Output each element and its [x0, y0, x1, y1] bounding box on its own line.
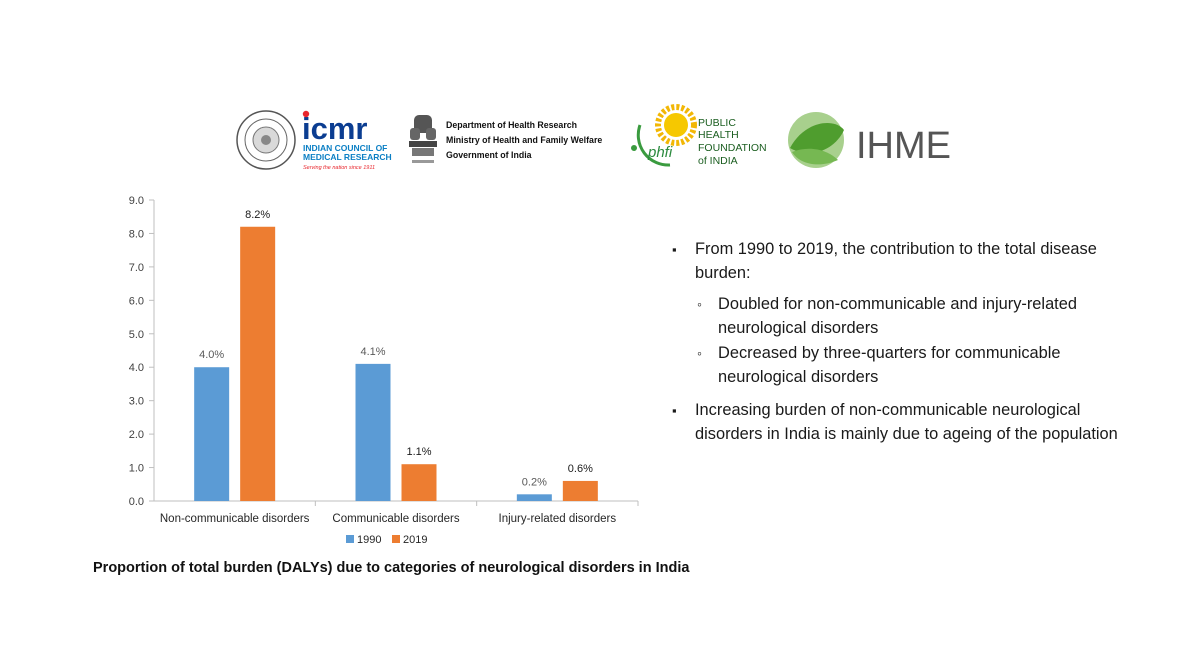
y-axis: 0.0 1.0 2.0 3.0 4.0 5.0 6.0 7.0 8.0 9.0 [129, 195, 155, 508]
bar-chart: 0.0 1.0 2.0 3.0 4.0 5.0 6.0 7.0 8.0 9.0 Non-commu… [129, 195, 639, 546]
legend-label: 2019 [403, 534, 427, 546]
data-label: 0.6% [568, 463, 593, 475]
y-tick-label: 0.0 [129, 496, 144, 508]
bar-2019-2 [401, 464, 437, 501]
icmr-seal-icon [236, 110, 296, 170]
y-tick-label: 6.0 [129, 295, 144, 307]
phfi-mark: phfi [647, 144, 673, 161]
finding-1a: Doubled for non-communicable and injury-… [695, 293, 1142, 340]
phfi-logo: phfi PUBLIC HEALTH FOUNDATION of INDIA [631, 104, 767, 167]
key-findings: From 1990 to 2019, the contribution to t… [672, 238, 1142, 456]
data-label: 1.1% [406, 446, 431, 458]
government-emblem-icon [409, 115, 437, 163]
x-category-label: Communicable disorders [332, 513, 459, 525]
dhr-line2: Ministry of Health and Family Welfare [446, 135, 602, 145]
ihme-leaf-icon [788, 112, 844, 168]
x-category-label: Injury-related disorders [499, 513, 617, 525]
dhr-line1: Department of Health Research [446, 120, 577, 130]
ihme-wordmark: IHME [856, 125, 951, 167]
data-label: 4.0% [199, 349, 224, 361]
x-axis: Non-communicable disorders Communicable d… [154, 500, 639, 525]
data-labels: 4.0% 8.2% 4.1% 1.1% 0.2% 0.6% [199, 209, 593, 489]
data-label: 0.2% [522, 476, 547, 488]
finding-2: Increasing burden of non-communicable ne… [672, 399, 1142, 446]
chart-title: Proportion of total burden (DALYs) due t… [93, 560, 690, 576]
legend: 1990 2019 [346, 534, 427, 546]
y-tick-label: 8.0 [129, 228, 144, 240]
icmr-tagline: Serving the nation since 1911 [303, 165, 375, 171]
y-tick-label: 9.0 [129, 195, 144, 207]
bars [194, 226, 598, 501]
phfi-line4: of INDIA [698, 155, 738, 167]
data-label: 8.2% [245, 209, 270, 221]
dhr-logo: Department of Health Research Ministry o… [446, 120, 602, 160]
y-tick-label: 7.0 [129, 262, 144, 274]
bar-2019-1 [240, 226, 276, 501]
bar-1990-1 [194, 367, 230, 501]
ihme-logo: IHME [788, 112, 951, 168]
finding-1-text: From 1990 to 2019, the contribution to t… [695, 240, 1097, 282]
legend-label: 1990 [357, 534, 381, 546]
icmr-wordmark: icmr [302, 111, 367, 146]
y-tick-label: 1.0 [129, 463, 144, 475]
dhr-line3: Government of India [446, 150, 532, 160]
phfi-line2: HEALTH [698, 129, 739, 141]
bar-1990-3 [516, 494, 552, 501]
icmr-line1: INDIAN COUNCIL OF [303, 143, 387, 153]
legend-swatch [346, 535, 354, 543]
finding-1: From 1990 to 2019, the contribution to t… [672, 238, 1142, 389]
x-category-label: Non-communicable disorders [160, 513, 310, 525]
icmr-line2: MEDICAL RESEARCH [303, 152, 392, 162]
data-label: 4.1% [360, 346, 385, 358]
phfi-line1: PUBLIC [698, 117, 736, 129]
finding-1b: Decreased by three-quarters for communic… [695, 342, 1142, 389]
icmr-logo: icmr INDIAN COUNCIL OF MEDICAL RESEARCH … [302, 110, 392, 171]
logo-banner: icmr INDIAN COUNCIL OF MEDICAL RESEARCH … [236, 104, 951, 171]
bar-2019-3 [562, 480, 598, 501]
phfi-sun-icon [631, 104, 697, 167]
y-tick-label: 3.0 [129, 396, 144, 408]
phfi-line3: FOUNDATION [698, 142, 767, 154]
y-tick-label: 4.0 [129, 362, 144, 374]
y-tick-label: 5.0 [129, 329, 144, 341]
bar-1990-2 [355, 363, 391, 501]
y-tick-label: 2.0 [129, 429, 144, 441]
legend-swatch [392, 535, 400, 543]
